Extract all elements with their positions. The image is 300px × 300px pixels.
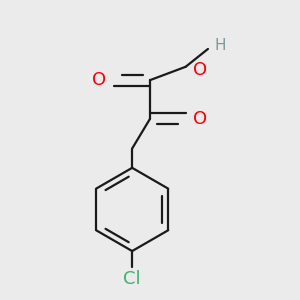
Text: O: O <box>194 110 208 128</box>
Text: Cl: Cl <box>123 270 141 288</box>
Text: H: H <box>214 38 226 53</box>
Text: O: O <box>194 61 208 79</box>
Text: O: O <box>92 71 106 89</box>
